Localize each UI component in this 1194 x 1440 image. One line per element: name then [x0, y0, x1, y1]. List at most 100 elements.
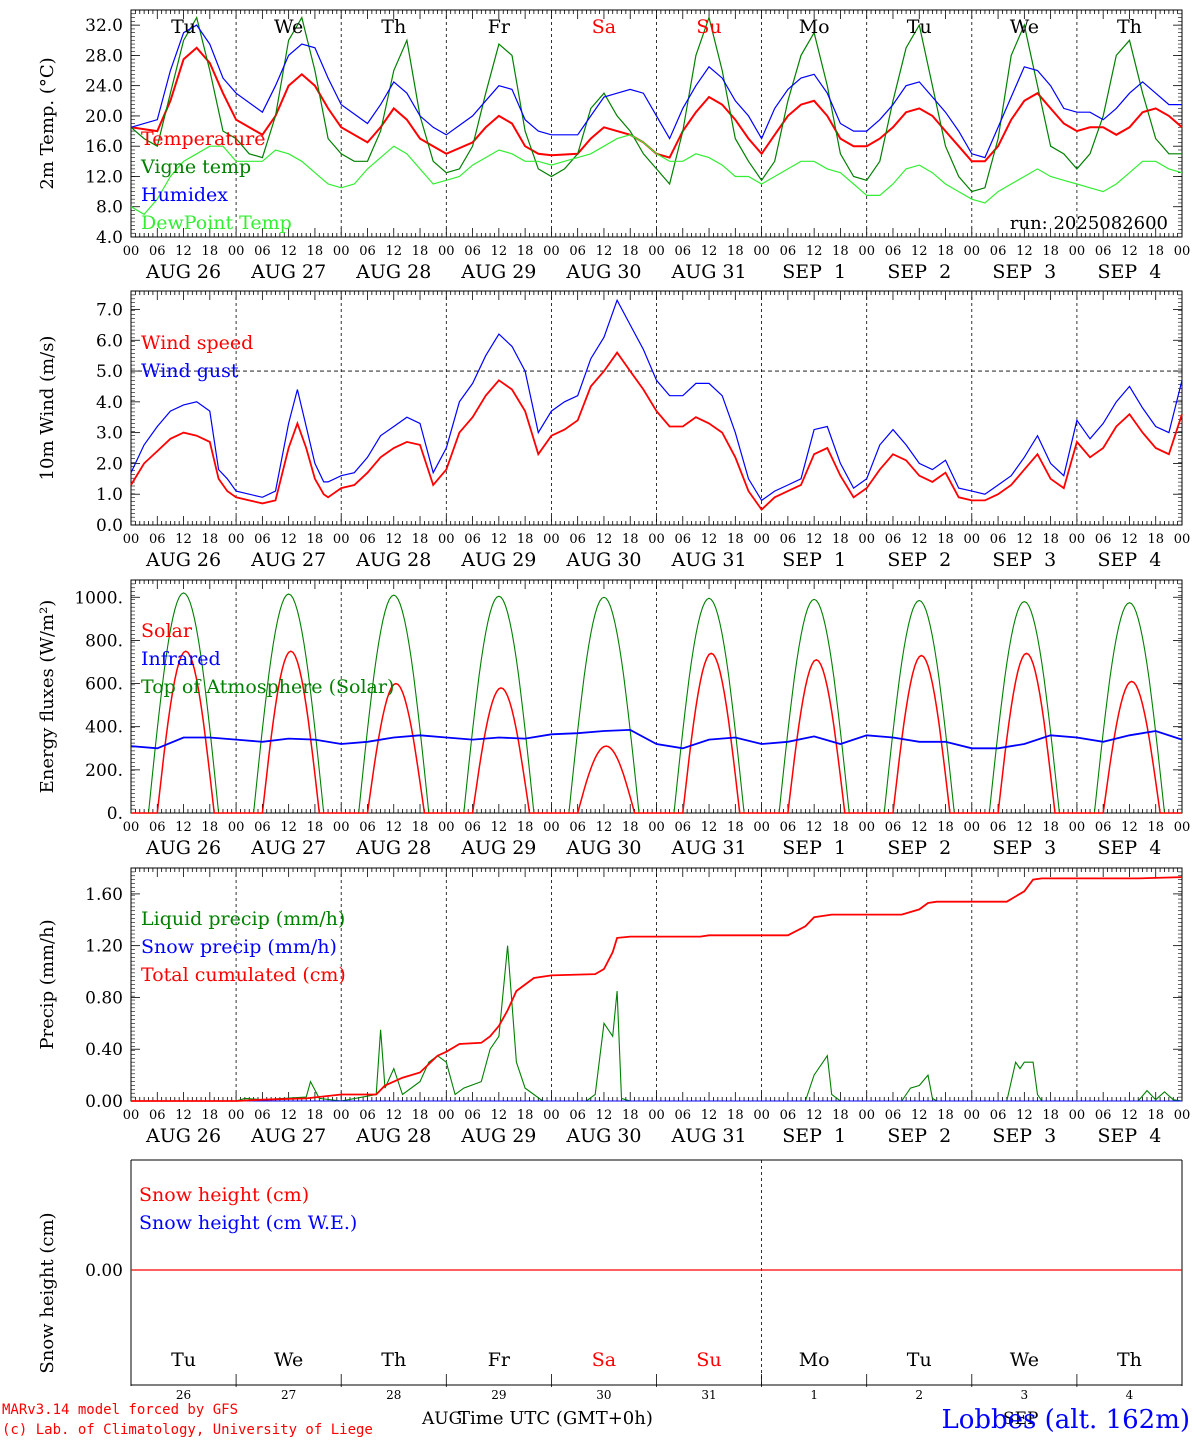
hour-tick-label: 00 [1174, 532, 1191, 547]
hour-tick-label: 00 [1069, 244, 1086, 259]
hour-tick-label: 18 [202, 532, 219, 547]
hour-tick-label: 12 [911, 244, 928, 259]
y-tick-label: 0. [107, 804, 123, 824]
hour-tick-label: 00 [964, 532, 981, 547]
hour-tick-label: 12 [596, 532, 613, 547]
temperature-y-axis-label: 2m Temp. (°C) [37, 57, 58, 189]
date-label: SEP 3 [992, 837, 1056, 859]
hour-tick-label: 18 [622, 1108, 639, 1123]
y-tick-label: 6.0 [96, 331, 123, 351]
legend-entry: Snow height (cm W.E.) [139, 1212, 357, 1234]
hour-tick-label: 12 [175, 820, 192, 835]
day-name-label: Th [1117, 16, 1142, 38]
hour-tick-label: 12 [701, 820, 718, 835]
hour-tick-label: 06 [990, 244, 1007, 259]
hour-tick-label: 18 [202, 1108, 219, 1123]
hour-tick-label: 12 [491, 532, 508, 547]
hour-tick-label: 06 [569, 1108, 586, 1123]
hour-tick-label: 12 [385, 244, 402, 259]
legend-entry: Infrared [141, 648, 221, 670]
hour-tick-label: 06 [464, 532, 481, 547]
legend-entry: Snow height (cm) [139, 1184, 309, 1206]
hour-tick-label: 06 [464, 244, 481, 259]
day-number-label: 31 [701, 1388, 716, 1402]
hour-tick-label: 18 [727, 1108, 744, 1123]
date-label: AUG 27 [250, 549, 326, 571]
hour-tick-label: 18 [517, 1108, 534, 1123]
hour-tick-label: 00 [438, 244, 455, 259]
hour-tick-label: 12 [911, 1108, 928, 1123]
day-name-label: Tu [171, 1349, 196, 1371]
hour-tick-label: 18 [517, 820, 534, 835]
hour-tick-label: 18 [622, 244, 639, 259]
run-annotation: run: 2025082600 [1010, 213, 1168, 234]
hour-tick-label: 06 [675, 244, 692, 259]
hour-tick-label: 06 [254, 820, 271, 835]
day-number-label: 1 [810, 1388, 818, 1402]
y-tick-label: 1.0 [96, 485, 123, 505]
hour-tick-label: 18 [937, 820, 954, 835]
hour-tick-label: 12 [806, 820, 823, 835]
hour-tick-label: 18 [412, 244, 429, 259]
hour-tick-label: 12 [385, 1108, 402, 1123]
day-name-label: Tu [171, 16, 196, 38]
date-label: AUG 27 [250, 261, 326, 283]
y-tick-label: 0.40 [85, 1040, 123, 1060]
date-label: AUG 31 [670, 1125, 746, 1147]
y-tick-label: 8.0 [96, 198, 123, 218]
date-label: SEP 2 [887, 261, 951, 283]
hour-tick-label: 18 [412, 1108, 429, 1123]
hour-tick-label: 12 [491, 820, 508, 835]
hour-tick-label: 18 [1042, 532, 1059, 547]
date-label: AUG 29 [460, 261, 536, 283]
date-label: SEP 1 [782, 261, 846, 283]
day-number-label: 28 [386, 1388, 401, 1402]
day-number-label: 2 [915, 1388, 923, 1402]
hour-tick-label: 06 [1095, 244, 1112, 259]
hour-tick-label: 06 [359, 1108, 376, 1123]
hour-tick-label: 18 [412, 820, 429, 835]
date-label: AUG 28 [355, 837, 431, 859]
hour-tick-label: 18 [1147, 532, 1164, 547]
legend-entry: DewPoint Temp [141, 212, 292, 234]
hour-tick-label: 18 [307, 1108, 324, 1123]
hour-tick-label: 00 [964, 820, 981, 835]
hour-tick-label: 18 [517, 244, 534, 259]
hour-tick-label: 18 [832, 1108, 849, 1123]
date-label: SEP 2 [887, 1125, 951, 1147]
hour-tick-label: 06 [254, 532, 271, 547]
y-tick-label: 4.0 [96, 393, 123, 413]
hour-tick-label: 06 [990, 532, 1007, 547]
date-label: AUG 30 [565, 549, 641, 571]
day-number-label: 30 [596, 1388, 611, 1402]
hour-tick-label: 18 [622, 820, 639, 835]
day-name-label: We [274, 1349, 303, 1371]
hour-tick-label: 06 [569, 820, 586, 835]
hour-tick-label: 12 [596, 1108, 613, 1123]
y-tick-label: 2.0 [96, 454, 123, 474]
y-tick-label: 0.00 [85, 1092, 123, 1112]
hour-tick-label: 12 [1121, 244, 1138, 259]
legend-entry: Wind gust [141, 360, 239, 382]
date-label: AUG 28 [355, 1125, 431, 1147]
legend-entry: Temperature [141, 128, 265, 150]
day-number-label: 4 [1126, 1388, 1134, 1402]
hour-tick-label: 00 [228, 532, 245, 547]
date-label: SEP 4 [1098, 837, 1162, 859]
hour-tick-label: 12 [1121, 820, 1138, 835]
series-total-cumulated [131, 876, 1183, 1102]
hour-tick-label: 12 [175, 1108, 192, 1123]
y-tick-label: 3.0 [96, 424, 123, 444]
hour-tick-label: 00 [648, 532, 665, 547]
day-name-label: Su [696, 16, 721, 38]
hour-tick-label: 06 [675, 820, 692, 835]
hour-tick-label: 18 [517, 532, 534, 547]
hour-tick-label: 18 [307, 820, 324, 835]
hour-tick-label: 12 [175, 244, 192, 259]
hour-tick-label: 00 [858, 820, 875, 835]
y-tick-label: 0.80 [85, 988, 123, 1008]
hour-tick-label: 06 [885, 1108, 902, 1123]
wind-y-axis-label: 10m Wind (m/s) [37, 336, 58, 481]
hour-tick-label: 06 [149, 532, 166, 547]
